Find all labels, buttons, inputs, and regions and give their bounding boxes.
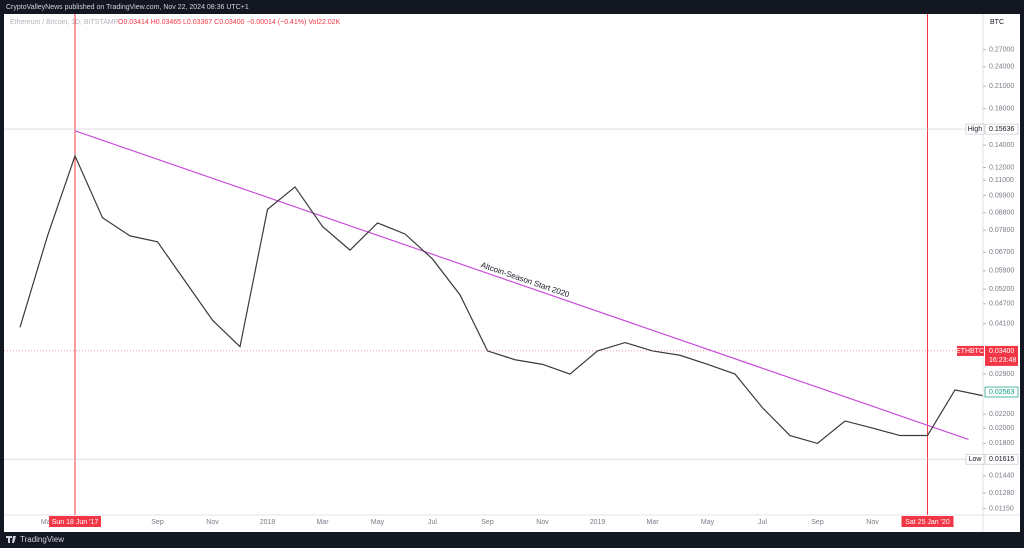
x-tick-label: Sep (811, 519, 824, 526)
last-tag-bg (957, 345, 984, 356)
y-tick-label: 0.08800 (989, 209, 1014, 216)
y-tick-label: 0.06700 (989, 249, 1014, 256)
y-tick-label: 0.11000 (989, 177, 1014, 184)
y-tick-label: 0.14000 (989, 142, 1014, 149)
x-tick-label: Sun 18 Jun '17 (52, 519, 99, 526)
logo (6, 536, 16, 543)
x-tick-label: Nov (536, 519, 549, 526)
y-tick-label: 0.24000 (989, 64, 1014, 71)
y-tick-label: 0.02200 (989, 411, 1014, 418)
y-tick-label: 0.02900 (989, 371, 1014, 378)
y-tick-label: 0.21000 (989, 83, 1014, 90)
x-tick-label: Mar (316, 519, 329, 526)
ma-value: 0.02563 (989, 389, 1014, 396)
y-tick-label: 0.01800 (989, 440, 1014, 447)
y-tick-label: 0.01280 (989, 490, 1014, 497)
trendline (74, 130, 969, 440)
x-tick-label: Nov (206, 519, 219, 526)
y-tick-label: 0.01150 (989, 505, 1014, 512)
y-tick-label: 0.27000 (989, 46, 1014, 53)
y-tick-label: 0.18000 (989, 105, 1014, 112)
ma-value-bg (984, 386, 1019, 398)
x-tick-label: Jul (428, 519, 437, 526)
ohlc: O0.03414 H0.03465 L0.03367 C0.03400 −0.0… (118, 19, 341, 26)
y-tick-label: 0.04700 (989, 301, 1014, 308)
low-value: 0.01615 (989, 456, 1014, 463)
x-tick-label: May (41, 519, 55, 526)
low-tag: Low (969, 456, 983, 463)
x-tick-label: 2018 (260, 519, 276, 526)
marker-label-bg (49, 516, 101, 527)
high-tag-bg (965, 123, 985, 135)
low-value-bg (984, 453, 1019, 465)
publisher: CryptoValleyNews published on TradingVie… (6, 4, 249, 11)
last-value-bg (985, 345, 1018, 366)
axis-unit: BTC (990, 19, 1004, 26)
y-tick-label: 0.05900 (989, 268, 1014, 275)
symbol: Ethereum / Bitcoin, 1D, BITSTAMP (10, 19, 119, 26)
y-tick-label: 0.02000 (989, 425, 1014, 432)
high-tag: High (968, 126, 983, 133)
countdown: 16:23:48 (989, 357, 1016, 364)
x-tick-label: Jul (758, 519, 767, 526)
x-tick-label: Nov (866, 519, 879, 526)
high-value: 0.15636 (989, 126, 1014, 133)
y-tick-label: 0.12000 (989, 164, 1014, 171)
x-tick-label: May (371, 519, 385, 526)
brand: TradingView (20, 535, 64, 544)
last-value: 0.03400 (989, 348, 1014, 355)
y-tick-label: 0.04100 (989, 321, 1014, 328)
y-tick-label: 0.09900 (989, 192, 1014, 199)
x-tick-label: Sep (151, 519, 164, 526)
x-tick-label: Mar (646, 519, 659, 526)
x-tick-label: Sat 25 Jan '20 (905, 519, 950, 526)
price-line (19, 154, 983, 445)
chart-area (4, 14, 1020, 532)
last-tag: ETHBTC (956, 348, 984, 355)
low-tag-bg (965, 453, 985, 465)
x-tick-label: May (701, 519, 715, 526)
y-tick-label: 0.01440 (989, 473, 1014, 480)
x-tick-label: Sep (481, 519, 494, 526)
y-tick-label: 0.07800 (989, 227, 1014, 234)
high-value-bg (984, 123, 1019, 135)
marker-label-bg (901, 516, 954, 527)
y-tick-label: 0.05200 (989, 286, 1014, 293)
x-tick-label: 2019 (590, 519, 606, 526)
